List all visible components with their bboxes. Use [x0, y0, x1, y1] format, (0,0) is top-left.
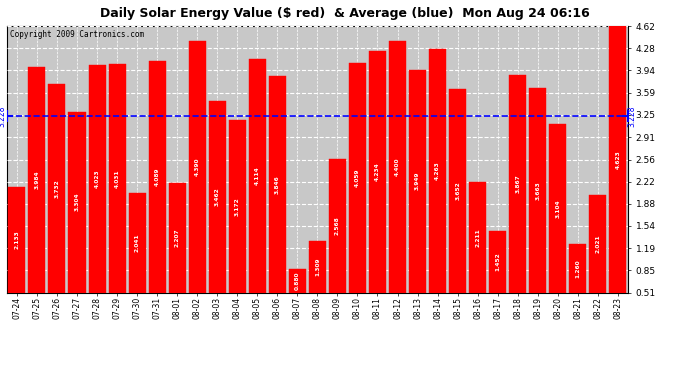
Bar	[128, 194, 146, 292]
Text: 3.949: 3.949	[415, 172, 420, 190]
Text: 3.228: 3.228	[0, 106, 7, 127]
Bar	[469, 182, 486, 292]
Text: 4.059: 4.059	[355, 168, 360, 187]
Bar	[269, 76, 286, 292]
Bar	[329, 159, 346, 292]
Text: 2.568: 2.568	[335, 216, 340, 235]
Bar	[489, 231, 506, 292]
Text: 2.133: 2.133	[14, 231, 19, 249]
Text: 3.304: 3.304	[75, 193, 79, 211]
Bar	[249, 59, 266, 292]
Text: 1.260: 1.260	[575, 259, 580, 278]
Text: 3.104: 3.104	[555, 199, 560, 218]
Bar	[409, 70, 426, 292]
Text: 4.089: 4.089	[155, 167, 159, 186]
Bar	[529, 88, 546, 292]
Bar	[589, 195, 607, 292]
Text: 4.234: 4.234	[375, 162, 380, 181]
Text: 4.390: 4.390	[195, 158, 199, 176]
Bar	[509, 75, 526, 292]
Bar	[108, 64, 126, 292]
Bar	[449, 89, 466, 292]
Text: 1.309: 1.309	[315, 257, 320, 276]
Text: 2.021: 2.021	[595, 234, 600, 253]
Bar	[28, 68, 46, 292]
Bar	[389, 40, 406, 292]
Text: 4.623: 4.623	[615, 150, 620, 169]
Bar	[349, 63, 366, 292]
Text: 1.452: 1.452	[495, 253, 500, 272]
Text: Copyright 2009 Cartronics.com: Copyright 2009 Cartronics.com	[10, 30, 144, 39]
Bar	[148, 61, 166, 292]
Text: 3.462: 3.462	[215, 188, 219, 206]
Bar	[48, 84, 66, 292]
Text: 3.984: 3.984	[34, 171, 39, 189]
Text: 4.263: 4.263	[435, 162, 440, 180]
Text: 2.041: 2.041	[135, 234, 139, 252]
Text: 3.663: 3.663	[535, 181, 540, 200]
Bar	[289, 268, 306, 292]
Text: 2.211: 2.211	[475, 228, 480, 247]
Bar	[168, 183, 186, 292]
Text: 0.880: 0.880	[295, 271, 300, 290]
Bar	[429, 50, 446, 292]
Bar	[8, 188, 26, 292]
Bar	[88, 65, 106, 292]
Bar	[569, 244, 586, 292]
Text: 3.228: 3.228	[628, 106, 637, 127]
Text: 3.172: 3.172	[235, 197, 239, 216]
Text: 3.867: 3.867	[515, 174, 520, 193]
Bar	[208, 101, 226, 292]
Bar	[309, 241, 326, 292]
Text: 3.846: 3.846	[275, 175, 280, 194]
Text: Daily Solar Energy Value ($ red)  & Average (blue)  Mon Aug 24 06:16: Daily Solar Energy Value ($ red) & Avera…	[100, 8, 590, 21]
Bar	[188, 41, 206, 292]
Bar	[549, 124, 566, 292]
Text: 4.114: 4.114	[255, 166, 260, 185]
Bar	[229, 120, 246, 292]
Bar	[609, 26, 627, 293]
Text: 4.400: 4.400	[395, 157, 400, 176]
Text: 3.732: 3.732	[55, 179, 59, 198]
Text: 3.652: 3.652	[455, 182, 460, 200]
Text: 4.023: 4.023	[95, 170, 99, 188]
Bar	[369, 51, 386, 292]
Text: 4.031: 4.031	[115, 169, 119, 188]
Text: 2.207: 2.207	[175, 228, 179, 247]
Bar	[68, 111, 86, 292]
